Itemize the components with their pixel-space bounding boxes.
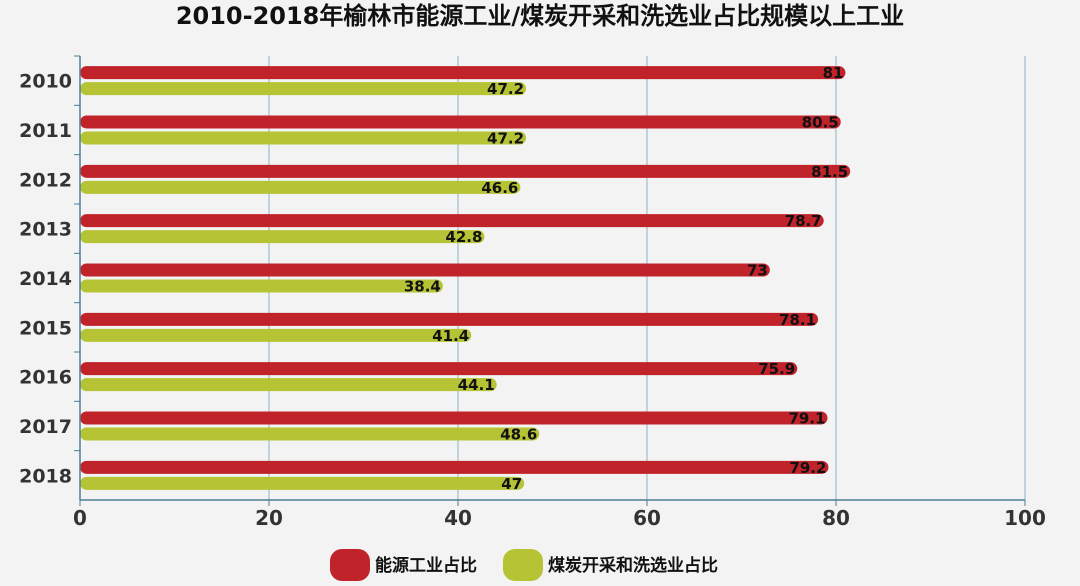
legend-label[interactable]: 煤炭开采和洗选业占比 xyxy=(548,555,718,576)
category-label: 2014 xyxy=(19,268,72,290)
x-tick-label: 80 xyxy=(822,506,850,530)
category-label: 2011 xyxy=(19,120,72,142)
data-label: 47.2 xyxy=(487,80,524,98)
category-label: 2018 xyxy=(19,465,72,487)
category-label: 2015 xyxy=(19,317,72,339)
category-label: 2012 xyxy=(19,169,72,191)
legend-swatch[interactable] xyxy=(330,549,370,581)
x-tick-label: 100 xyxy=(1004,506,1046,530)
data-label: 38.4 xyxy=(404,278,441,296)
data-label: 48.6 xyxy=(500,426,537,444)
x-tick-label: 40 xyxy=(444,506,472,530)
bar-coal-2010 xyxy=(80,82,527,96)
category-label: 2013 xyxy=(19,219,72,241)
data-label: 79.2 xyxy=(789,459,826,477)
x-tick-label: 20 xyxy=(255,506,283,530)
bar-coal-2012 xyxy=(80,180,521,194)
bar-energy-2012 xyxy=(80,164,851,178)
chart-title: 2010-2018年榆林市能源工业/煤炭开采和洗选业占比规模以上工业 xyxy=(176,2,904,30)
bar-coal-2011 xyxy=(80,131,527,145)
category-label: 2017 xyxy=(19,416,72,438)
data-label: 41.4 xyxy=(432,327,469,345)
x-tick-label: 0 xyxy=(73,506,87,530)
bar-energy-2015 xyxy=(80,312,819,326)
bar-energy-2018 xyxy=(80,460,829,474)
grid-lines xyxy=(268,56,1026,500)
legend-label[interactable]: 能源工业占比 xyxy=(375,555,477,576)
data-label: 81 xyxy=(823,64,844,82)
bar-coal-2015 xyxy=(80,328,472,342)
legend[interactable]: 能源工业占比 煤炭开采和洗选业占比 xyxy=(330,549,718,581)
data-label: 73 xyxy=(747,262,768,280)
bar-energy-2016 xyxy=(80,362,798,376)
data-label: 46.6 xyxy=(481,179,518,197)
bars: 81 47.2 80.5 47.2 81.5 46.6 78.7 42.8 73 38.4 78.1… xyxy=(80,64,851,493)
data-label: 80.5 xyxy=(802,114,839,132)
data-label: 42.8 xyxy=(445,228,482,246)
data-label: 47 xyxy=(501,475,522,493)
bar-coal-2014 xyxy=(80,279,443,293)
bar-coal-2013 xyxy=(80,230,485,244)
axes: 0 20 40 60 80 100 2010 2011 2012 2013 2014 2015 2016… xyxy=(19,55,1046,530)
bar-coal-2016 xyxy=(80,378,497,392)
data-label: 81.5 xyxy=(811,163,848,181)
bar-energy-2011 xyxy=(80,115,841,129)
x-tick-label: 60 xyxy=(633,506,661,530)
data-label: 44.1 xyxy=(458,376,495,394)
bar-energy-2014 xyxy=(80,263,770,277)
bar-coal-2017 xyxy=(80,427,540,441)
bar-energy-2017 xyxy=(80,411,828,425)
data-label: 75.9 xyxy=(758,360,795,378)
data-label: 78.1 xyxy=(779,311,816,329)
category-label: 2010 xyxy=(19,71,72,93)
bar-coal-2018 xyxy=(80,476,525,490)
bar-energy-2013 xyxy=(80,214,824,228)
data-label: 79.1 xyxy=(788,410,825,428)
data-label: 78.7 xyxy=(785,212,822,230)
legend-swatch[interactable] xyxy=(503,549,543,581)
bar-energy-2010 xyxy=(80,66,846,80)
category-label: 2016 xyxy=(19,367,72,389)
data-label: 47.2 xyxy=(487,130,524,148)
